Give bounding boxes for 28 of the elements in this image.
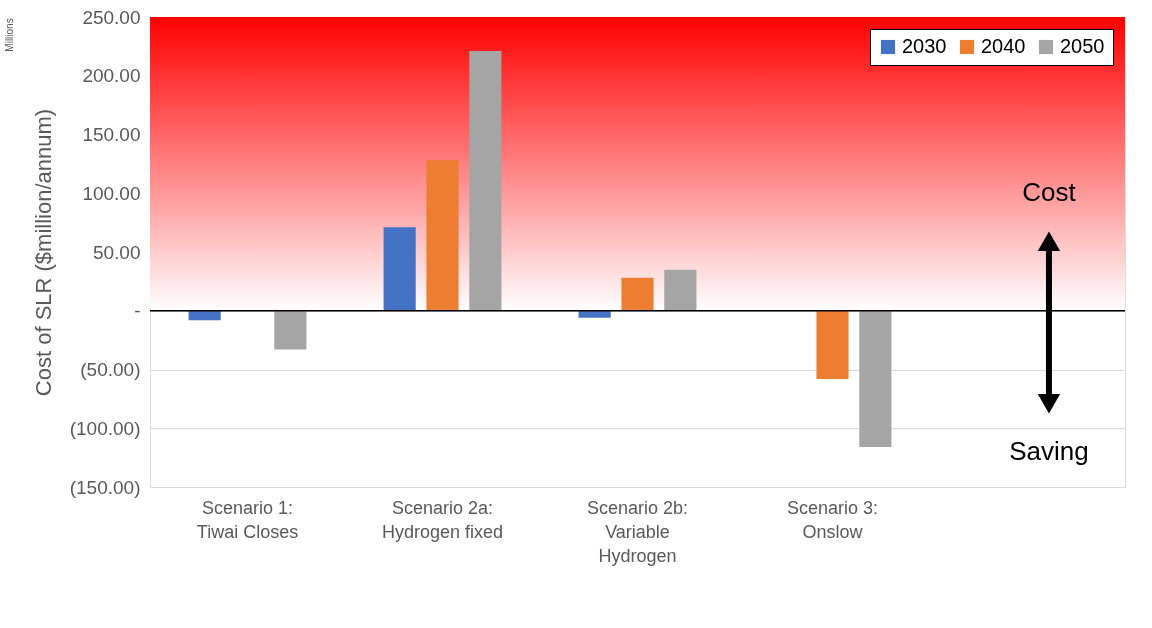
x-tick-label: Scenario 2b: Variable Hydrogen xyxy=(586,497,689,566)
x-tick-label: Scenario 2a: Hydrogen fixed xyxy=(381,497,504,542)
x-tick-label: Scenario 3: Onslow xyxy=(786,497,879,542)
y-axis-title: Cost of SLR ($million/annum) xyxy=(30,108,56,397)
y-tick-label: 50.00 xyxy=(92,241,141,263)
bar xyxy=(664,269,697,311)
bar xyxy=(859,310,892,448)
y-tick-label: (50.00) xyxy=(80,359,141,380)
bar xyxy=(621,277,654,311)
y-tick-label: 150.00 xyxy=(82,124,141,145)
annotation: Cost xyxy=(1022,177,1077,208)
legend-label: 2030 xyxy=(902,35,947,57)
text: Millions xyxy=(4,18,15,52)
legend-label: 2050 xyxy=(1060,35,1105,57)
annotation: Saving xyxy=(1009,435,1089,466)
y-tick-label: 200.00 xyxy=(82,65,141,87)
legend-label: 2040 xyxy=(981,35,1026,57)
bar xyxy=(469,51,502,311)
y-tick-label: (100.00) xyxy=(69,417,141,439)
y-tick-label: 100.00 xyxy=(82,182,141,204)
bar xyxy=(426,160,459,311)
y-tick-label: - xyxy=(134,300,141,322)
bar xyxy=(383,227,416,311)
x-tick-label: Scenario 1: Tiwai Closes xyxy=(196,497,299,542)
y-tick-label: (150.00) xyxy=(69,476,141,498)
y-tick-label: 250.00 xyxy=(82,6,141,28)
bar xyxy=(274,310,307,350)
bar xyxy=(816,310,849,379)
